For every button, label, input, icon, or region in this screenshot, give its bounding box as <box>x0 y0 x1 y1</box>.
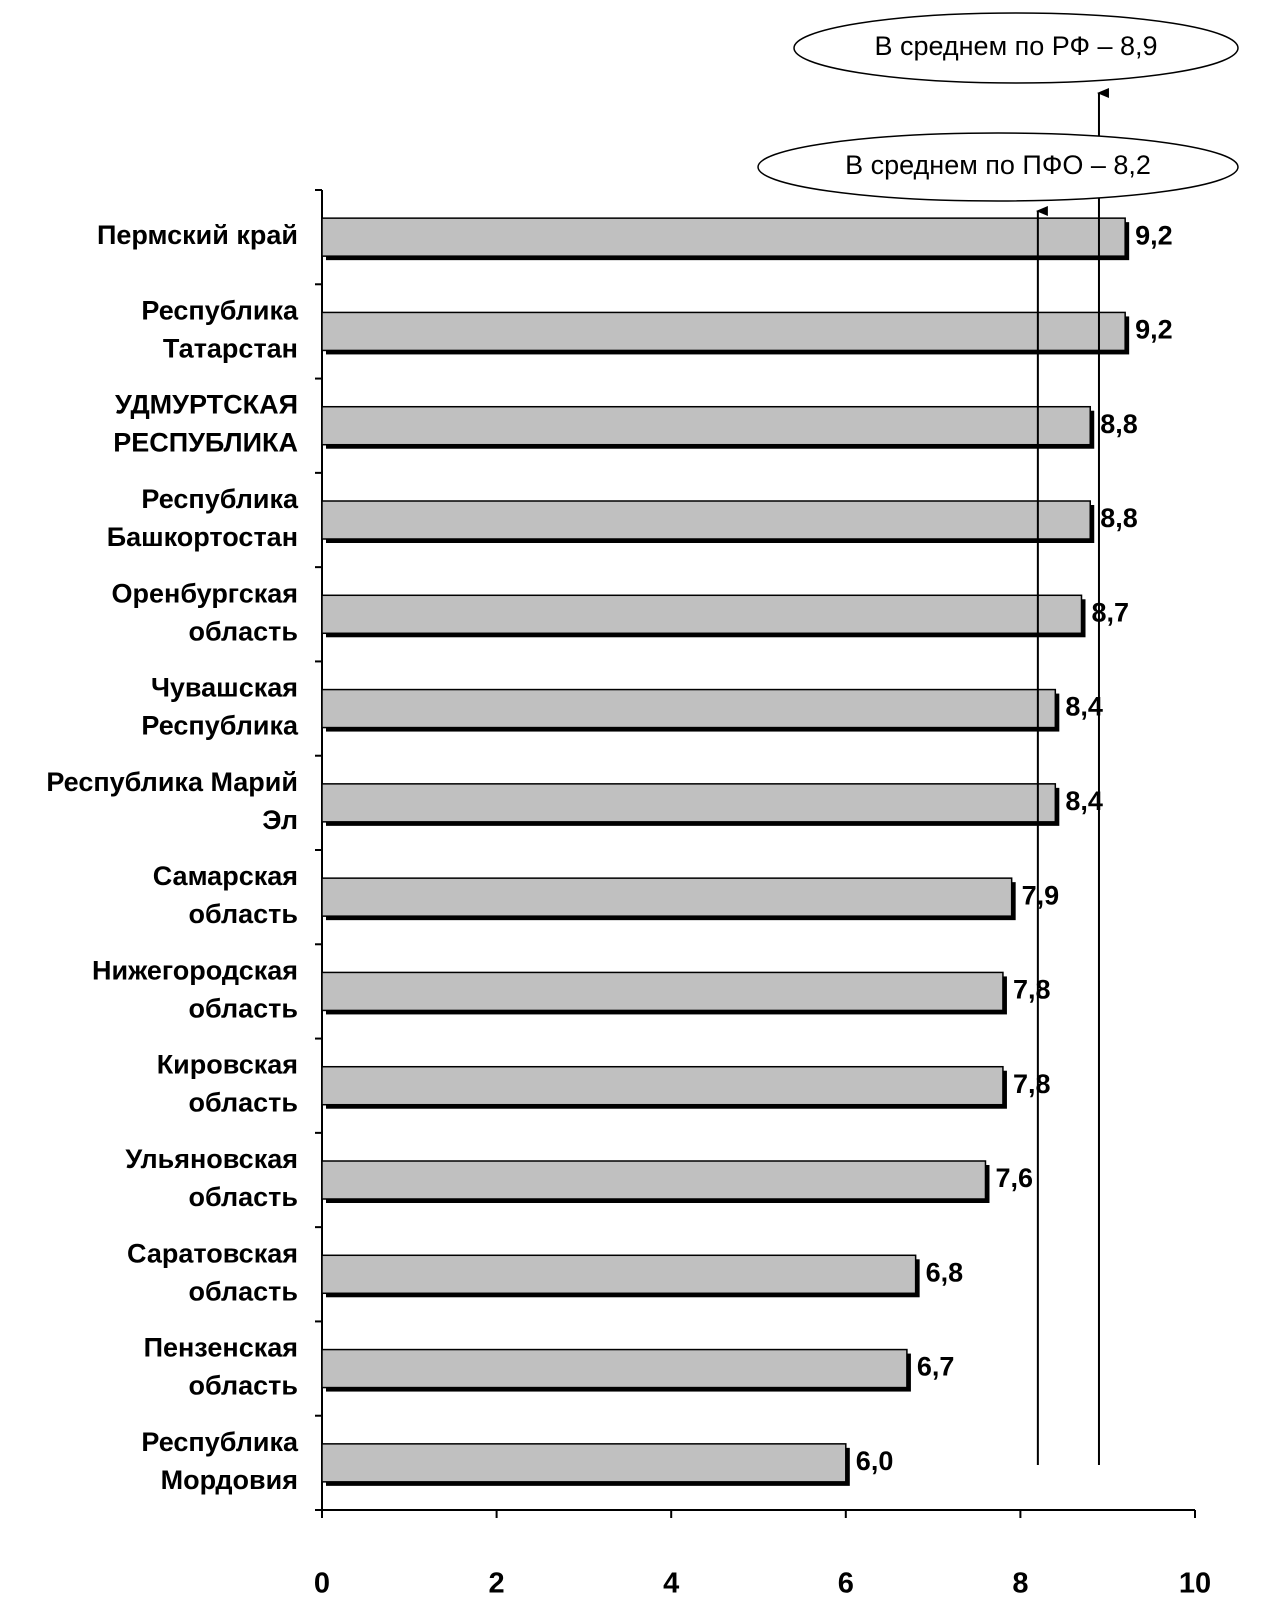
category-label-line: область <box>188 616 298 646</box>
bar <box>321 971 1004 1012</box>
category-label: Пермский край <box>97 220 298 250</box>
category-label-line: Эл <box>262 805 298 835</box>
value-label: 6,7 <box>917 1352 955 1382</box>
category-label: Саратовская область <box>127 1238 298 1306</box>
bar <box>321 1443 847 1483</box>
category-label-line: область <box>188 899 298 929</box>
value-label: 7,6 <box>995 1163 1033 1193</box>
bar <box>321 783 1057 823</box>
category-label-line: Чувашская <box>151 673 298 703</box>
category-label-line: РЕСПУБЛИКА <box>113 428 298 458</box>
annotation-label: В среднем по РФ – 8,9 <box>874 31 1157 61</box>
x-tick-label: 10 <box>1179 1568 1211 1598</box>
x-tick-label: 6 <box>838 1568 854 1598</box>
bar <box>321 594 1083 635</box>
category-label-line: УДМУРТСКАЯ <box>115 390 298 420</box>
category-label: Пензенская область <box>144 1333 298 1401</box>
value-label: 7,9 <box>1022 880 1060 910</box>
category-label: Нижегородская область <box>92 956 298 1024</box>
bar <box>321 311 1126 352</box>
annotation-box <box>793 12 1239 84</box>
category-label-line: Кировская <box>157 1050 298 1080</box>
category-label: Чувашская Республика <box>141 673 299 741</box>
category-label-line: Пензенская <box>144 1333 298 1363</box>
category-label: Республика Татарстан <box>141 296 299 364</box>
category-label: Кировская область <box>157 1050 298 1118</box>
value-label: 6,0 <box>856 1446 894 1476</box>
category-label-line: Республика <box>141 484 299 514</box>
bar <box>321 405 1091 446</box>
category-label-line: Пермский край <box>97 220 298 250</box>
bar <box>321 1065 1004 1106</box>
category-label: Республика Мордовия <box>141 1427 299 1495</box>
annotation-box <box>757 132 1239 202</box>
category-label-line: область <box>188 1371 298 1401</box>
category-label-line: Республика <box>141 296 299 326</box>
x-tick-label: 2 <box>489 1568 505 1598</box>
category-label: Ульяновская область <box>125 1144 298 1212</box>
value-label: 7,8 <box>1013 975 1051 1005</box>
category-label: УДМУРТСКАЯ РЕСПУБЛИКА <box>113 390 298 458</box>
value-label: 9,2 <box>1135 220 1173 250</box>
category-label-line: Республика Марий <box>46 767 298 797</box>
category-label-line: Татарстан <box>163 334 298 364</box>
bar <box>321 217 1126 257</box>
value-label: 8,4 <box>1065 786 1103 816</box>
value-label: 8,4 <box>1065 692 1103 722</box>
x-tick-label: 4 <box>663 1568 679 1598</box>
category-label-line: область <box>188 1088 298 1118</box>
value-label: 6,8 <box>926 1257 964 1287</box>
category-label-line: Нижегородская <box>92 956 298 986</box>
bar <box>321 688 1057 729</box>
category-label-line: Самарская <box>153 861 298 891</box>
bar <box>321 500 1091 540</box>
value-label: 9,2 <box>1135 315 1173 345</box>
value-label: 8,7 <box>1092 597 1130 627</box>
category-label: Республика Марий Эл <box>46 767 298 835</box>
bar <box>321 877 1013 917</box>
x-tick-label: 8 <box>1012 1568 1028 1598</box>
category-label: Самарская область <box>153 861 298 929</box>
value-label: 8,8 <box>1100 409 1138 439</box>
value-label: 7,8 <box>1013 1069 1051 1099</box>
category-label-line: Башкортостан <box>107 522 298 552</box>
category-label-line: Ульяновская <box>125 1144 298 1174</box>
category-label-line: область <box>188 1182 298 1212</box>
bar <box>321 1254 917 1295</box>
category-label-line: Мордовия <box>161 1465 298 1495</box>
category-label-line: область <box>188 1276 298 1306</box>
x-tick-label: 0 <box>314 1568 330 1598</box>
category-label-line: Оренбургская <box>112 578 298 608</box>
category-label-line: Республика <box>141 1427 299 1457</box>
bar <box>321 1160 987 1200</box>
category-label-line: область <box>188 994 298 1024</box>
category-label-line: Республика <box>141 711 299 741</box>
category-label-line: Саратовская <box>127 1238 298 1268</box>
bar <box>321 1348 908 1389</box>
category-label: Республика Башкортостан <box>107 484 299 552</box>
value-label: 8,8 <box>1100 503 1138 533</box>
category-label: Оренбургская область <box>112 578 298 646</box>
annotation-label: В среднем по ПФО – 8,2 <box>845 150 1151 180</box>
